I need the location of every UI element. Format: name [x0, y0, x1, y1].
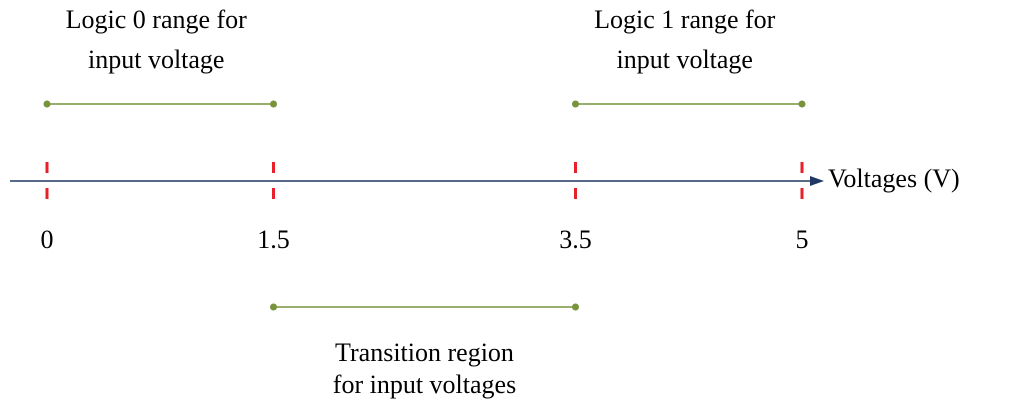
tick-label: 3.5 — [559, 225, 592, 254]
range-end — [798, 100, 806, 108]
range-label: Logic 0 range for — [66, 5, 248, 34]
tick-label: 5 — [796, 225, 809, 254]
range-end — [572, 303, 579, 311]
range-end — [43, 100, 51, 108]
range-label: for input voltages — [333, 370, 516, 399]
range-label: Logic 1 range for — [594, 5, 776, 34]
range-label: input voltage — [88, 45, 224, 74]
range-end — [572, 100, 579, 108]
range-end — [270, 303, 277, 311]
axis-label: Voltages (V) — [828, 164, 960, 193]
axis-arrow — [810, 176, 824, 186]
tick-label: 0 — [41, 225, 54, 254]
range-end — [270, 100, 277, 108]
range-label: Transition region — [335, 338, 514, 367]
tick-label: 1.5 — [257, 225, 290, 254]
range-label: input voltage — [617, 45, 753, 74]
